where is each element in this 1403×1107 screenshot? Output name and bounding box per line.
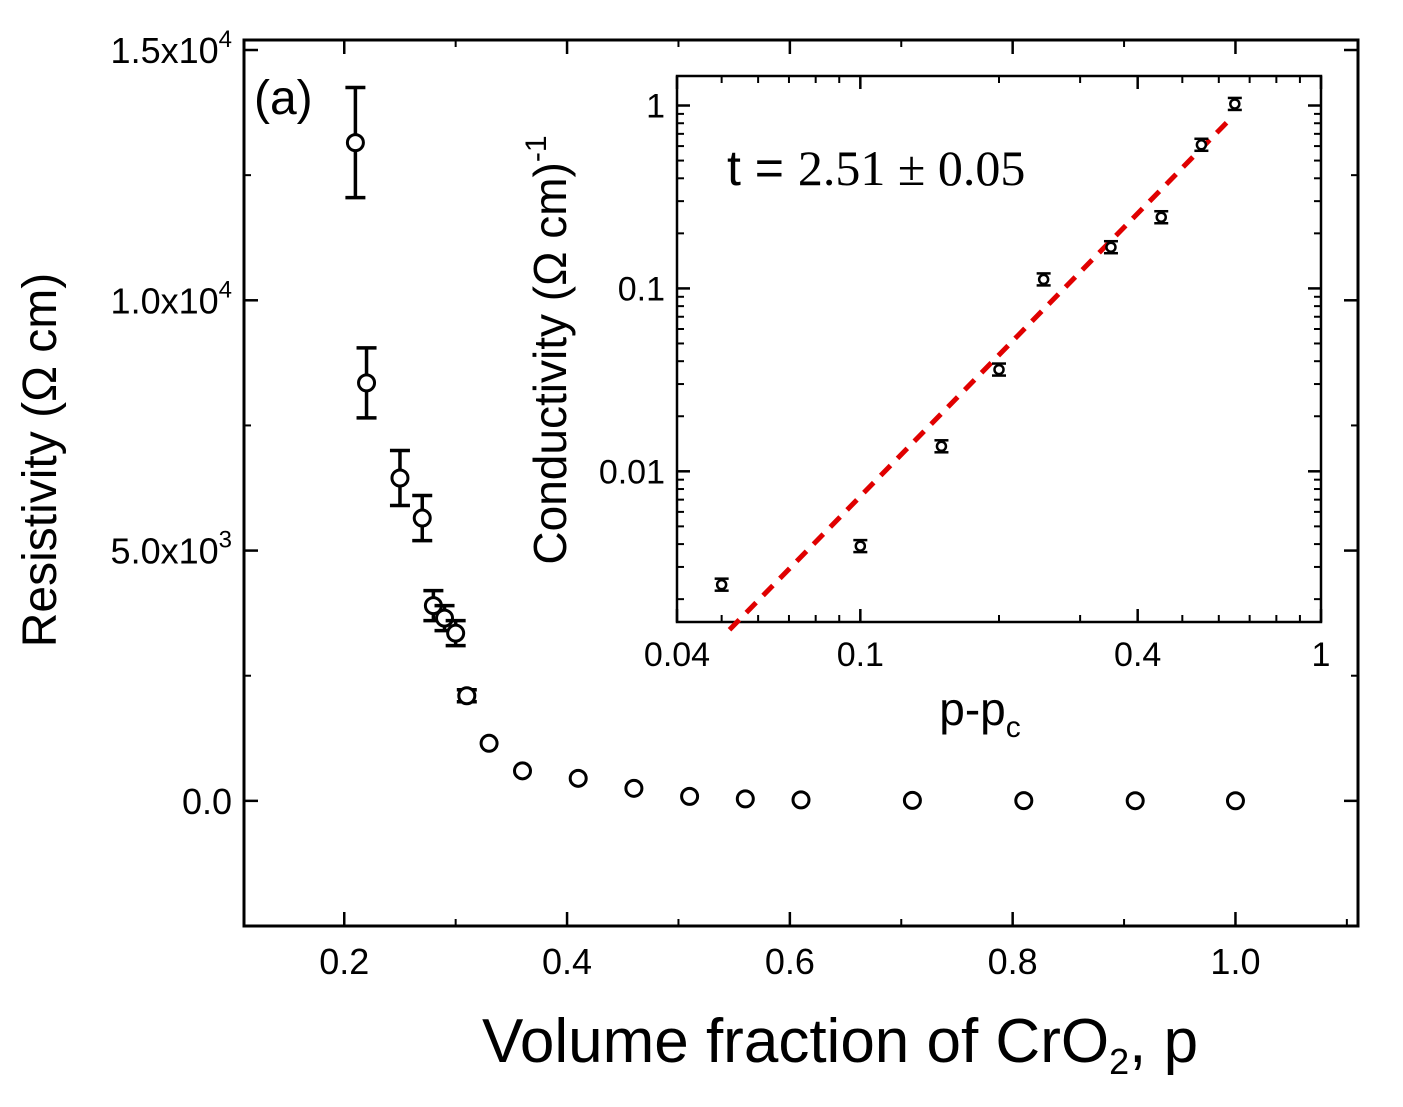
main-data-point [735,789,755,809]
inset-background [677,76,1321,622]
main-y-tick-label: 1.5x104 [111,26,232,71]
main-data-point [902,790,922,810]
inset-data-point [715,578,728,591]
inset-x-axis-ticks: 0.04 0.1 0.4 1 [644,76,1331,674]
main-x-axis-ticks: 0.2 0.4 0.6 0.8 1.0 [319,40,1348,982]
main-data-point [568,768,588,788]
main-y-tick-label-mantissa: 1.0x10 [111,280,219,321]
inset-y-axis-label: Conductivity (Ω cm)-1 [520,135,576,564]
main-y-tick-label-exponent: 3 [219,527,232,554]
inset-data-point [935,440,948,453]
main-data-point [446,623,466,643]
inset-x-tick-label: 0.04 [644,636,710,674]
main-y-tick-label: 5.0x103 [111,527,232,572]
main-data-point [357,373,377,393]
main-x-axis-label-subscript: 2 [1109,1041,1129,1082]
main-plot-panel: 0.2 0.4 0.6 0.8 1.0 0.05.0x1031.0x1041.5x104… [14,26,1360,1082]
main-data-point [1014,791,1034,811]
inset-x-tick-label: 0.4 [1114,636,1161,674]
inset-y-axis-label-text: Conductivity (Ω cm) [524,162,576,564]
main-data-point [479,733,499,753]
inset-data-point [854,540,867,552]
main-x-tick-label: 0.8 [988,941,1038,982]
inset-data-points [714,96,1242,592]
main-data-point [412,508,432,528]
main-data-point [1225,791,1245,811]
inset-x-tick-label: 0.1 [837,636,884,674]
main-y-tick-label: 1.0x104 [111,276,232,321]
inset-y-tick-label: 1 [646,88,665,126]
main-x-tick-label: 0.2 [319,941,369,982]
inset-annotation-value: 2.51 ± 0.05 [798,140,1025,196]
main-data-point [435,608,455,628]
inset-data-point [1155,211,1167,223]
main-data-points [345,85,1245,811]
main-y-axis-label: Resistivity (Ω cm) [14,273,67,648]
inset-data-point [1195,139,1208,151]
main-data-point [345,133,365,153]
main-y-tick-label-mantissa: 0.0 [182,781,232,822]
inset-y-tick-label: 0.01 [599,453,665,491]
main-x-tick-label: 0.4 [542,941,592,982]
inset-plot-panel: 0.04 0.1 0.4 1 0.01 0.1 1 t = 2.51 ± 0.05 Con… [520,74,1331,744]
main-plot-frame [242,38,1360,928]
inset-y-axis-ticks: 0.01 0.1 1 [599,88,1321,601]
inset-x-tick-label: 1 [1312,636,1331,674]
main-data-point [791,790,811,810]
main-data-point [624,778,644,798]
main-data-point [513,761,532,781]
main-x-tick-label: 0.6 [765,941,815,982]
main-data-point [390,468,410,488]
inset-y-tick-label: 0.1 [618,270,665,308]
inset-y-axis-label-superscript: -1 [520,135,553,162]
inset-annotation-lhs: t = [727,140,798,196]
inset-data-point [1229,98,1241,110]
main-x-axis-label-tail: , p [1129,1007,1198,1076]
main-y-tick-label-exponent: 4 [219,276,232,303]
inset-x-axis-label-subscript: c [1006,711,1021,744]
main-x-axis-label-text: Volume fraction of CrO [482,1007,1109,1076]
main-data-point [680,786,700,806]
main-y-tick-label-mantissa: 1.5x10 [111,30,219,71]
main-data-point [1125,791,1145,811]
main-y-tick-label-mantissa: 5.0x10 [111,531,219,572]
inset-data-point [1037,273,1050,286]
inset-x-axis-label: p-pc [939,683,1020,744]
main-x-tick-label: 1.0 [1210,941,1260,982]
inset-annotation: t = 2.51 ± 0.05 [727,140,1025,196]
panel-label: (a) [254,72,313,125]
main-x-axis-label: Volume fraction of CrO2, p [482,1007,1198,1082]
inset-data-point [993,363,1005,376]
main-data-point [457,686,477,706]
main-y-tick-label: 0.0 [182,781,232,822]
inset-data-point [1105,241,1117,253]
main-y-tick-label-exponent: 4 [219,26,232,53]
inset-x-axis-label-text: p-p [939,683,1005,735]
